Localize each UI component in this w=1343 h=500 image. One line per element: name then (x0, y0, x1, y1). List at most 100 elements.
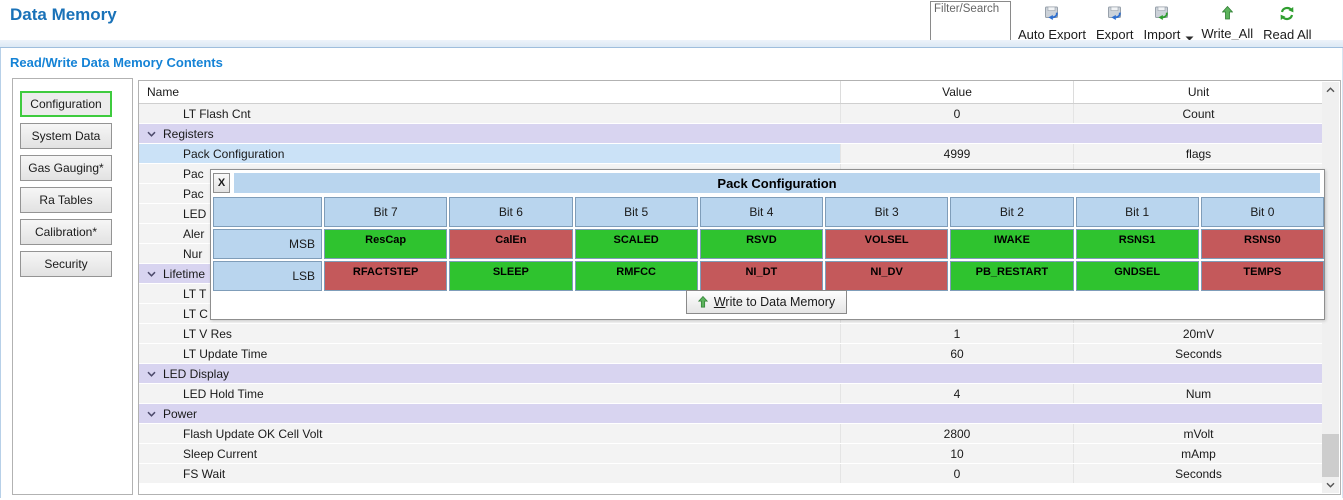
section-label: Registers (163, 126, 214, 141)
popup-footer: Write to Data Memory (213, 289, 1320, 315)
section-label: Lifetime (163, 266, 206, 281)
name-cell[interactable]: Sleep Current (139, 444, 841, 463)
name-cell[interactable]: LT Update Time (139, 344, 841, 363)
sidebar-item-configuration[interactable]: Configuration (20, 91, 112, 117)
sidebar-item-ra-tables[interactable]: Ra Tables (20, 187, 112, 213)
bit-cell[interactable]: TEMPS (1200, 261, 1324, 291)
unit-cell: Count (1182, 106, 1215, 121)
table-row[interactable]: LED Hold Time 4 Num (139, 384, 1323, 404)
bit-column-header: Bit 5 (574, 197, 698, 227)
sidebar-item-gas-gauging-[interactable]: Gas Gauging* (20, 155, 112, 181)
popup-title: Pack Configuration (234, 173, 1320, 193)
table-row[interactable]: LT V Res 1 20mV (139, 324, 1323, 344)
section-row[interactable]: Registers (139, 124, 1323, 144)
bit-cell[interactable]: CalEn (449, 229, 573, 259)
name-cell[interactable]: FS Wait (139, 464, 841, 483)
value-cell[interactable]: 0 (841, 464, 1074, 483)
table-row[interactable]: Flash Update OK Cell Volt 2800 mVolt (139, 424, 1323, 444)
sidebar-item-security[interactable]: Security (20, 251, 112, 277)
table-row[interactable]: Sleep Current 10 mAmp (139, 444, 1323, 464)
category-sidebar: Configuration System Data Gas Gauging* Ra T… (12, 78, 133, 495)
value-cell[interactable]: 0 (841, 104, 1074, 123)
toolbar-button-read-all[interactable]: Read All (1258, 2, 1316, 44)
bit-cell[interactable]: RSVD (699, 229, 823, 259)
pack-configuration-popup: X Pack Configuration Bit 7 Bit 6 Bit 5 Bit … (210, 169, 1325, 320)
table-row[interactable]: Pack Configuration 4999 flags (139, 144, 1323, 164)
unit-cell: Num (1185, 386, 1212, 401)
unit-cell: Seconds (1175, 346, 1222, 361)
write-to-data-memory-button[interactable]: Write to Data Memory (685, 290, 848, 314)
unit-cell: mVolt (1183, 426, 1214, 441)
bit-cell[interactable]: SCALED (574, 229, 698, 259)
write-button-label: Write to Data Memory (713, 295, 836, 309)
bit-cell[interactable]: VOLSEL (825, 229, 949, 259)
name-cell[interactable]: Pack Configuration (139, 144, 841, 163)
sidebar-item-calibration-[interactable]: Calibration* (20, 219, 112, 245)
filter-search-input[interactable]: Filter/Search (930, 1, 1011, 45)
name-cell[interactable]: Flash Update OK Cell Volt (139, 424, 841, 443)
scroll-down-button[interactable] (1322, 477, 1339, 493)
table-header-row: Name Value Unit (139, 81, 1323, 104)
close-button[interactable]: X (213, 173, 230, 193)
name-cell[interactable]: LT V Res (139, 324, 841, 343)
bit-cell[interactable]: NI_DV (825, 261, 949, 291)
toolbar-button-import[interactable]: Import (1139, 2, 1186, 44)
value-cell[interactable]: 10 (841, 444, 1074, 463)
scroll-up-button[interactable] (1322, 82, 1339, 98)
table-row[interactable]: FS Wait 0 Seconds (139, 464, 1323, 484)
section-label: LED Display (163, 366, 230, 381)
value-cell[interactable]: 1 (841, 324, 1074, 343)
vertical-scrollbar[interactable] (1322, 82, 1339, 493)
table-row[interactable]: LT Flash Cnt 0 Count (139, 104, 1323, 124)
bit-row-label-lsb: LSB (213, 261, 322, 291)
toolbar-button-label: Read All (1263, 27, 1312, 42)
value-cell[interactable]: 2800 (841, 424, 1074, 443)
toolbar: Auto Export Export Import Write_All Read All (1013, 2, 1317, 46)
bit-cell[interactable]: NI_DT (699, 261, 823, 291)
bit-column-header: Bit 3 (825, 197, 949, 227)
name-cell[interactable]: LED Hold Time (139, 384, 841, 403)
toolbar-button-auto-export[interactable]: Auto Export (1013, 2, 1091, 44)
bit-grid: Bit 7 Bit 6 Bit 5 Bit 4 Bit 3 Bit 2 Bit 1 Bit 0… (213, 197, 1324, 291)
name-cell[interactable]: LT Flash Cnt (139, 104, 841, 123)
toolbar-button-write-all[interactable]: Write_All (1196, 2, 1258, 43)
bit-grid-corner-cell (213, 197, 322, 227)
bit-cell[interactable]: IWAKE (950, 229, 1074, 259)
bit-cell[interactable]: RMFCC (574, 261, 698, 291)
unit-cell: Seconds (1175, 466, 1222, 481)
toolbar-button-export[interactable]: Export (1091, 2, 1139, 44)
import-dropdown-caret[interactable] (1185, 28, 1194, 46)
sidebar-item-system-data[interactable]: System Data (20, 123, 112, 149)
bit-cell[interactable]: PB_RESTART (950, 261, 1074, 291)
section-label: Power (163, 406, 198, 421)
bit-column-header: Bit 6 (449, 197, 573, 227)
chevron-down-icon (147, 271, 156, 277)
export-disk-blue-icon (1107, 6, 1122, 27)
bit-column-header: Bit 0 (1200, 197, 1324, 227)
chevron-down-icon (147, 131, 156, 137)
section-row-inner: Registers (139, 127, 214, 141)
header-separator (0, 40, 1343, 48)
chevron-down-icon (147, 411, 156, 417)
section-row[interactable]: Power (139, 404, 1323, 424)
bit-cell[interactable]: SLEEP (449, 261, 573, 291)
toolbar-button-label: Write_All (1201, 26, 1254, 41)
chevron-up-icon (1326, 87, 1335, 93)
bit-cell[interactable]: ResCap (324, 229, 448, 259)
unit-cell: mAmp (1181, 446, 1216, 461)
table-row[interactable]: LT Update Time 60 Seconds (139, 344, 1323, 364)
scrollbar-thumb[interactable] (1322, 434, 1339, 482)
bit-cell[interactable]: RFACTSTEP (324, 261, 448, 291)
section-row[interactable]: LED Display (139, 364, 1323, 384)
value-cell[interactable]: 4 (841, 384, 1074, 403)
bit-cell[interactable]: RSNS1 (1075, 229, 1199, 259)
value-cell[interactable]: 4999 (841, 144, 1074, 163)
unit-cell: flags (1185, 146, 1212, 161)
column-header-unit: Unit (1187, 85, 1210, 99)
section-row-inner: LED Display (139, 367, 229, 381)
column-header-name: Name (139, 81, 841, 103)
bit-cell[interactable]: RSNS0 (1200, 229, 1324, 259)
value-cell[interactable]: 60 (841, 344, 1074, 363)
bit-row-label-msb: MSB (213, 229, 322, 259)
bit-cell[interactable]: GNDSEL (1075, 261, 1199, 291)
